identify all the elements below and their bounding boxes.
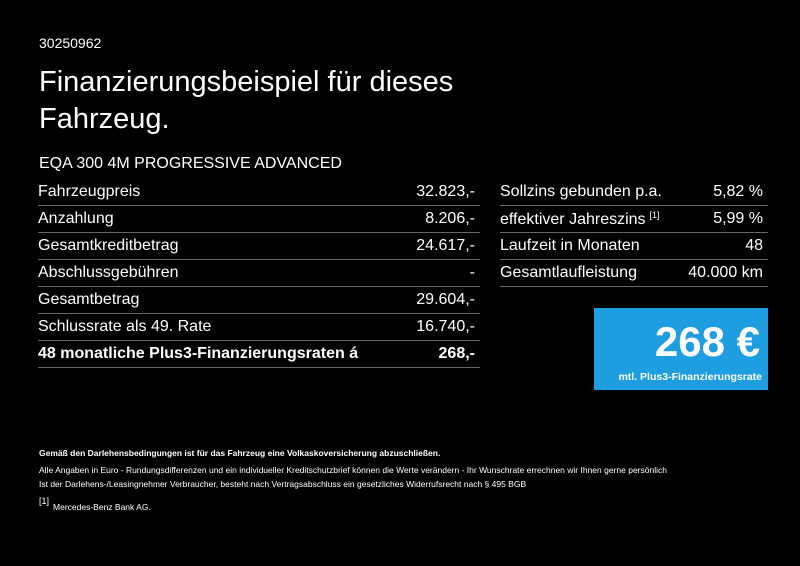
footer-line: Ist der Darlehens-/Leasingnehmer Verbrau… <box>39 479 527 489</box>
row-label: Fahrzeugpreis <box>38 183 141 200</box>
row-value: 32.823,- <box>416 183 475 200</box>
row-value: 5,99 % <box>713 210 763 227</box>
row-value: 8.206,- <box>425 210 475 227</box>
row-label: Anzahlung <box>38 210 114 227</box>
rate-amount: 268 € <box>654 318 760 365</box>
table-row: effektiver Jahreszins [1] 5,99 % <box>500 206 768 233</box>
table-row: Anzahlung 8.206,- <box>38 206 480 233</box>
table-row: Gesamtkreditbetrag 24.617,- <box>38 233 480 260</box>
footnote-text: Mercedes-Benz Bank AG. <box>53 502 151 512</box>
row-value: 5,82 % <box>713 183 763 200</box>
row-value: 48 <box>745 237 763 254</box>
model: EQA 300 4M PROGRESSIVE ADVANCED <box>39 155 342 172</box>
row-label: Sollzins gebunden p.a. <box>500 183 662 201</box>
row-label: Gesamtlaufleistung <box>500 264 637 282</box>
document-id: 30250962 <box>39 35 102 51</box>
row-value: 29.604,- <box>416 291 475 308</box>
notice: Gemäß den Darlehensbedingungen ist für d… <box>39 448 441 458</box>
row-value: 24.617,- <box>416 237 475 254</box>
row-label-text: Sollzins gebunden p.a. <box>500 183 662 200</box>
right-table: Sollzins gebunden p.a. 5,82 % effektiver J… <box>500 179 768 287</box>
row-value: - <box>469 264 475 281</box>
row-value: 268,- <box>438 345 475 362</box>
table-row: Fahrzeugpreis 32.823,- <box>38 179 480 206</box>
row-label: Abschlussgebühren <box>38 264 179 281</box>
row-value: 40.000 km <box>688 264 763 281</box>
rate-box: 268 € mtl. Plus3-Finanzierungsrate <box>594 308 768 390</box>
footer: Gemäß den Darlehensbedingungen ist für d… <box>39 446 667 514</box>
row-label: Laufzeit in Monaten <box>500 237 640 255</box>
table-row: Abschlussgebühren - <box>38 260 480 287</box>
footnote-marker: [1] <box>39 496 50 506</box>
row-label: effektiver Jahreszins [1] <box>500 210 660 229</box>
row-label: Gesamtkreditbetrag <box>38 237 179 254</box>
row-label-text: effektiver Jahreszins <box>500 210 646 228</box>
table-row: Gesamtbetrag 29.604,- <box>38 287 480 314</box>
row-label: 48 monatliche Plus3-Finanzierungsraten á <box>38 345 359 362</box>
title: Finanzierungsbeispiel für dieses Fahrzeu… <box>39 66 454 135</box>
table-row: Sollzins gebunden p.a. 5,82 % <box>500 179 768 206</box>
note-marker: [1] <box>649 209 660 220</box>
left-table: Fahrzeugpreis 32.823,- Anzahlung 8.206,- Ges… <box>38 179 480 368</box>
row-label: Gesamtbetrag <box>38 291 140 308</box>
table-row: Schlussrate als 49. Rate 16.740,- <box>38 314 480 341</box>
row-label-text: Laufzeit in Monaten <box>500 237 640 254</box>
footer-line: Alle Angaben in Euro - Rundungsdifferenz… <box>39 465 667 475</box>
row-label: Schlussrate als 49. Rate <box>38 318 212 335</box>
table-row: Gesamtlaufleistung 40.000 km <box>500 260 768 287</box>
rate-label: mtl. Plus3-Finanzierungsrate <box>618 371 762 383</box>
row-value: 16.740,- <box>416 318 475 335</box>
footnote: [1]Mercedes-Benz Bank AG. <box>39 494 667 514</box>
table-row: Laufzeit in Monaten 48 <box>500 233 768 260</box>
table-row: 48 monatliche Plus3-Finanzierungsraten á… <box>38 341 480 368</box>
row-label-text: Gesamtlaufleistung <box>500 264 637 281</box>
